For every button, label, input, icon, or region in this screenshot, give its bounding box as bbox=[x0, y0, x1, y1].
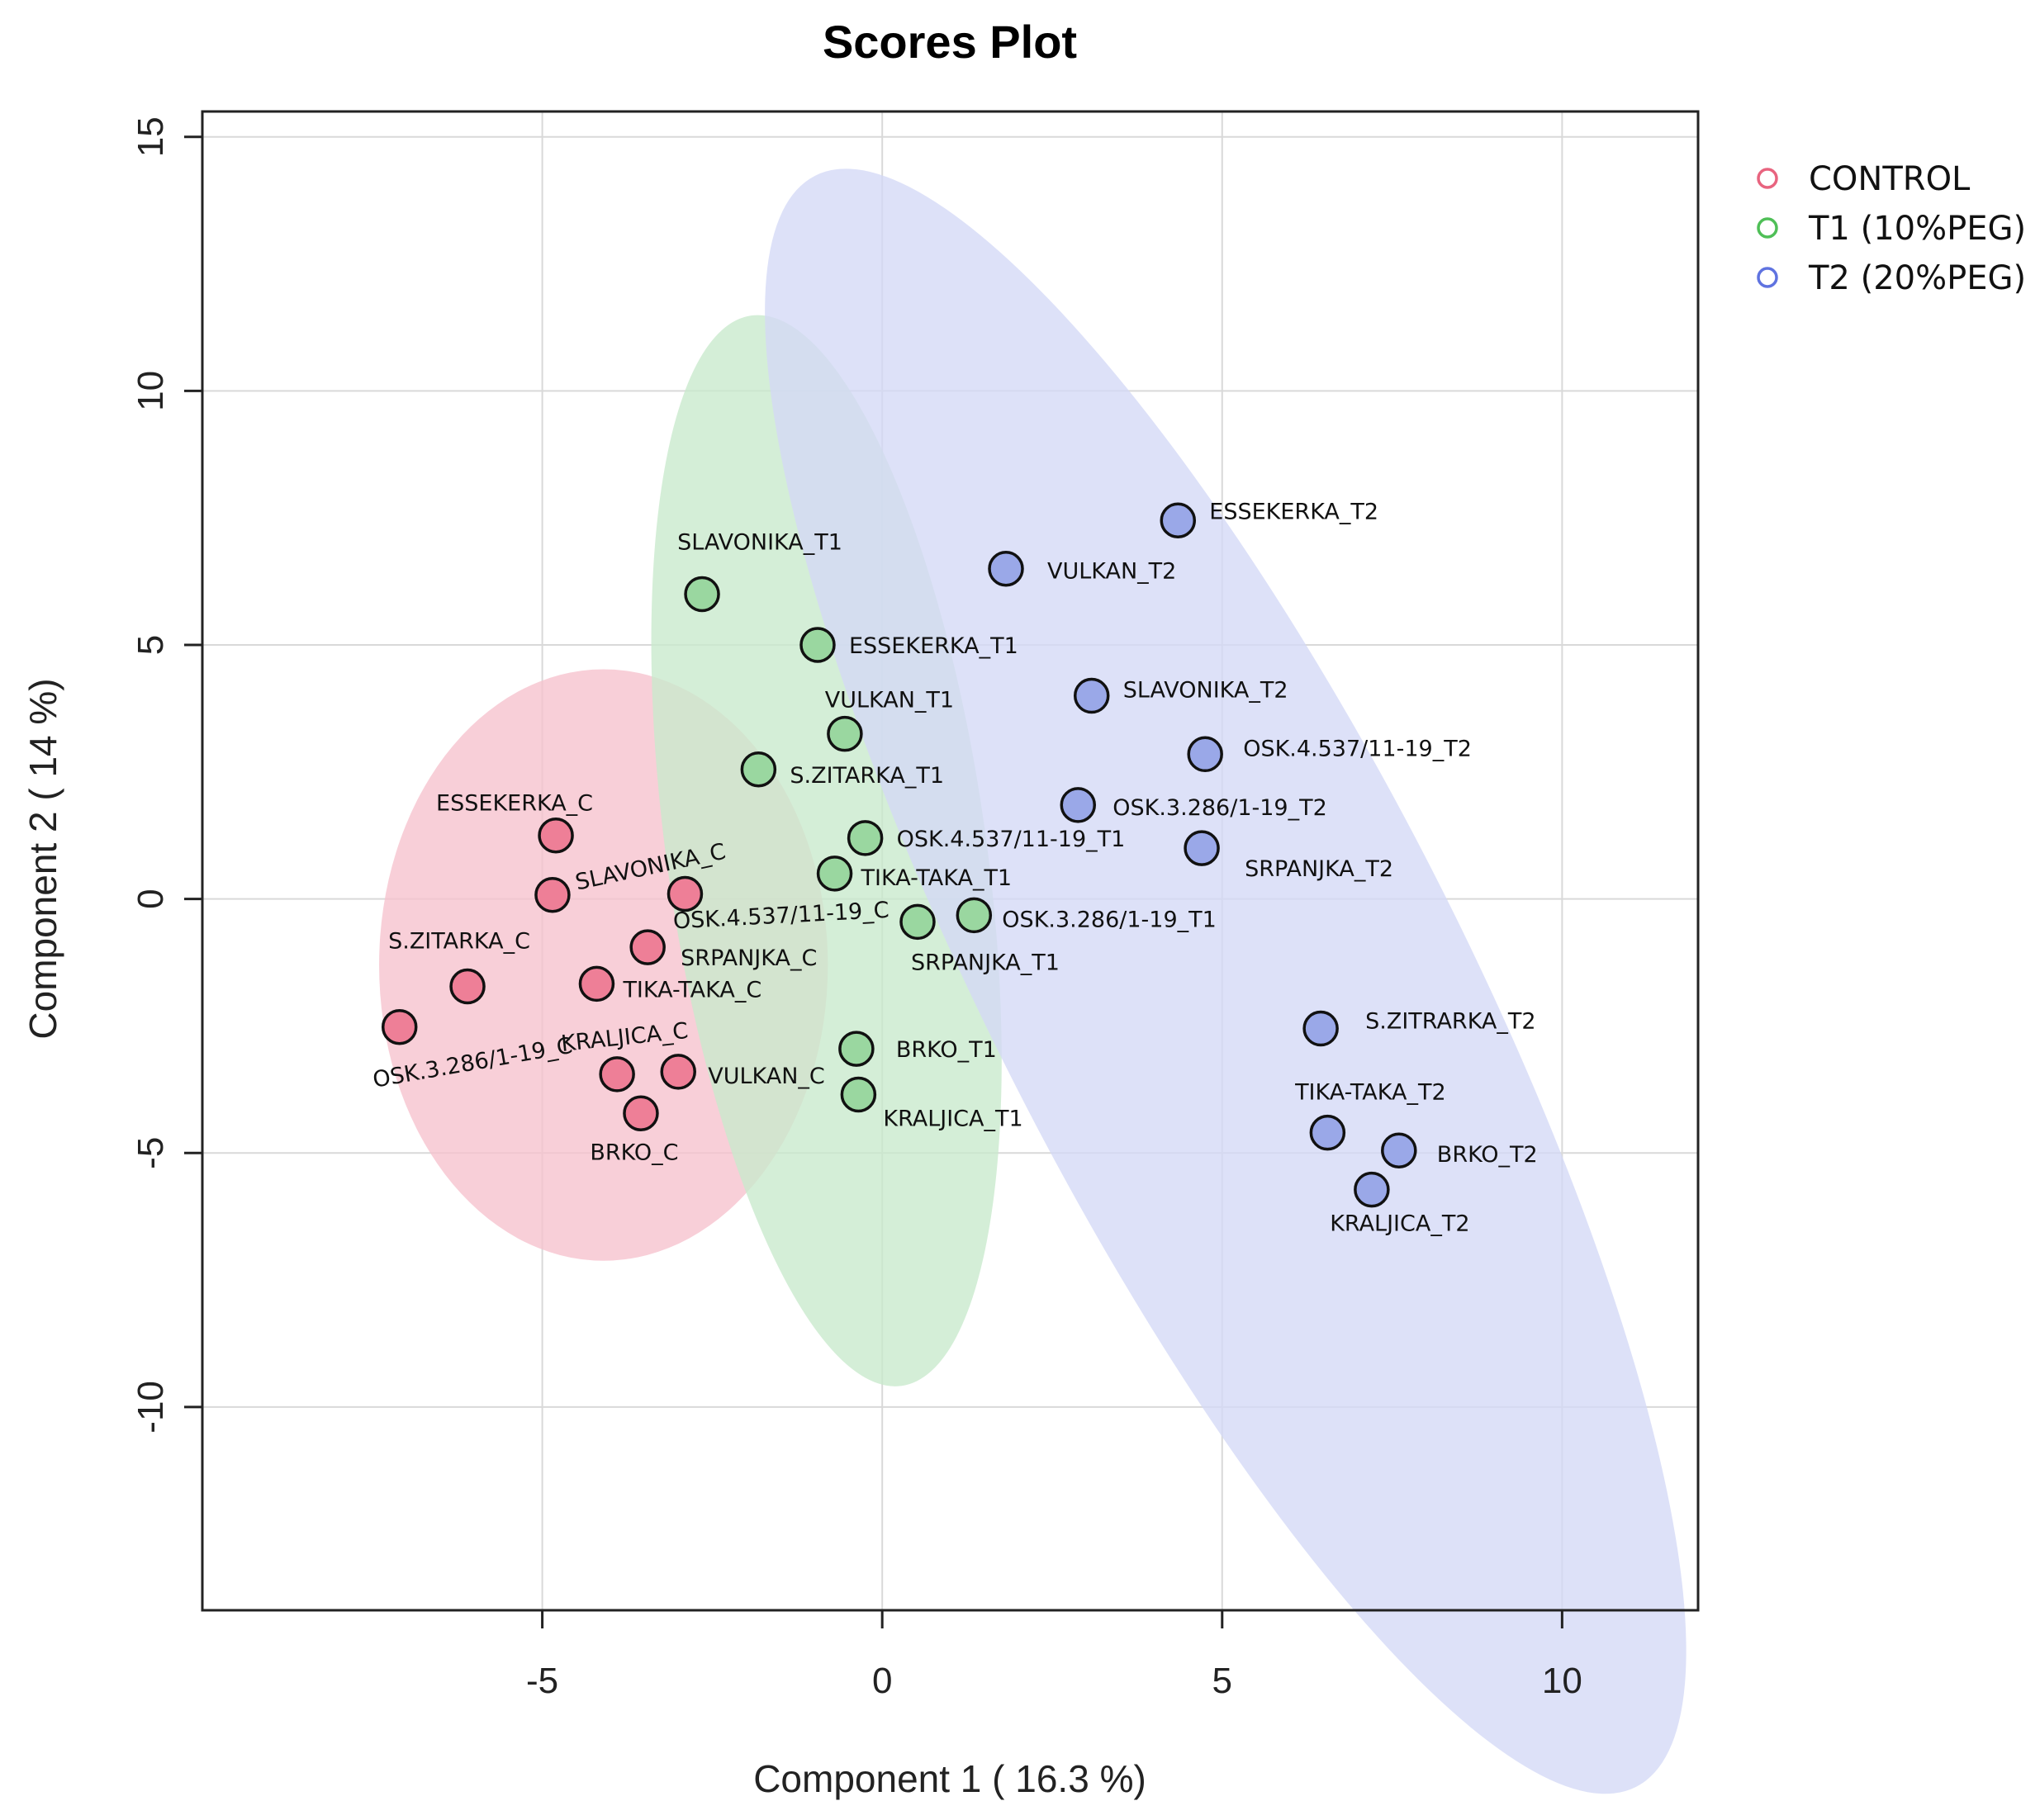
x-tick-label: 0 bbox=[872, 1661, 892, 1701]
point-label: SLAVONIKA_T2 bbox=[1123, 678, 1288, 704]
point-label: OSK.4.537/11-19_T2 bbox=[1243, 736, 1472, 761]
point-slavonika_c bbox=[667, 875, 704, 912]
x-axis-ticks: -5 0 5 10 bbox=[526, 1610, 1582, 1701]
point-essekerka_c bbox=[538, 817, 574, 854]
legend: CONTROL T1 (10%PEG) T2 (20%PEG) bbox=[1757, 160, 2026, 297]
point-tika-taka_c bbox=[578, 965, 615, 1002]
legend-label: T2 (20%PEG) bbox=[1808, 259, 2026, 297]
point-tika-taka_t1 bbox=[816, 855, 853, 892]
point-label: SRPANJKA_T1 bbox=[911, 950, 1060, 975]
legend-marker-icon bbox=[1757, 267, 1778, 288]
point-kraljica_c bbox=[599, 1056, 635, 1092]
y-tick-label: -10 bbox=[130, 1381, 171, 1434]
point-label: SLAVONIKA_T1 bbox=[677, 529, 842, 555]
point-label: S.ZITARKA_T1 bbox=[790, 763, 944, 789]
point-label: OSK.3.286/1-19_T2 bbox=[1113, 795, 1327, 821]
point-label: ESSEKERKA_C bbox=[436, 791, 593, 817]
point-brko_t1 bbox=[838, 1031, 875, 1067]
point-srpanjka_t2 bbox=[1184, 830, 1220, 866]
point-osk.3.286/1-19_t1 bbox=[956, 897, 993, 934]
point-label: TIKA-TAKA_T1 bbox=[861, 865, 1013, 891]
point-s.zitrarka_t2 bbox=[1302, 1010, 1339, 1047]
point-label: KRALJICA_T2 bbox=[1330, 1211, 1469, 1237]
point-osk.3.286/1-19_t2 bbox=[1060, 787, 1097, 823]
point-s.zitarka_t1 bbox=[740, 751, 777, 788]
point-label: OSK.4.537/11-19_T1 bbox=[897, 827, 1126, 852]
point-brko_c bbox=[623, 1095, 659, 1132]
point-vulkan_c bbox=[660, 1054, 696, 1090]
x-tick-label: 10 bbox=[1542, 1661, 1582, 1701]
legend-label: T1 (10%PEG) bbox=[1808, 210, 2026, 248]
point-kraljica_t1 bbox=[840, 1076, 877, 1113]
x-tick-label: -5 bbox=[526, 1661, 558, 1701]
point-srpanjka_c bbox=[629, 929, 666, 965]
point-label: S.ZITARKA_C bbox=[388, 928, 530, 954]
data-points bbox=[381, 502, 1417, 1208]
point-label: VULKAN_T1 bbox=[825, 688, 954, 713]
point-label: KRALJICA_T1 bbox=[883, 1107, 1022, 1132]
point-osk.3.286/1-19_c bbox=[381, 1008, 418, 1045]
point-label: ESSEKERKA_T2 bbox=[1209, 499, 1378, 524]
y-tick-label: 10 bbox=[130, 371, 171, 411]
point-label: BRKO_C bbox=[590, 1140, 678, 1165]
point-srpanjka_t1 bbox=[899, 903, 936, 941]
point-slavonika_t2 bbox=[1073, 677, 1110, 714]
point-vulkan_t2 bbox=[988, 550, 1024, 587]
y-tick-label: 0 bbox=[130, 889, 171, 908]
y-tick-label: 5 bbox=[130, 635, 171, 655]
point-label: TIKA-TAKA_C bbox=[622, 977, 761, 1002]
point-label: BRKO_T1 bbox=[896, 1037, 997, 1063]
legend-marker-icon bbox=[1757, 168, 1778, 189]
y-axis-title: Component 2 ( 14 %) bbox=[21, 678, 64, 1039]
legend-marker-icon bbox=[1757, 217, 1778, 239]
point-tika-taka_t2 bbox=[1309, 1114, 1346, 1151]
y-axis-ticks: 15 10 5 0 -5 -10 bbox=[130, 116, 202, 1434]
point-label: S.ZITRARKA_T2 bbox=[1365, 1009, 1535, 1035]
chart-title: Scores Plot bbox=[823, 16, 1077, 68]
point-essekerka_t1 bbox=[799, 627, 836, 663]
point-label: SRPANJKA_C bbox=[681, 946, 817, 971]
point-osk.4.537/11-19_t2 bbox=[1187, 736, 1223, 773]
point-kraljica_t2 bbox=[1354, 1171, 1390, 1208]
point-essekerka_t2 bbox=[1160, 502, 1197, 539]
point-label: TIKA-TAKA_T2 bbox=[1294, 1080, 1446, 1106]
point-brko_t2 bbox=[1381, 1132, 1417, 1168]
x-axis-title: Component 1 ( 16.3 %) bbox=[753, 1757, 1146, 1800]
plot-frame bbox=[201, 110, 1700, 1612]
point-label: BRKO_T2 bbox=[1437, 1142, 1538, 1168]
point-slavonika_t1 bbox=[684, 576, 720, 613]
y-tick-label: -5 bbox=[130, 1137, 171, 1169]
point-vulkan_t1 bbox=[827, 715, 863, 752]
point-label: SRPANJKA_T2 bbox=[1245, 856, 1393, 882]
x-tick-label: 5 bbox=[1212, 1661, 1232, 1701]
point-s.zitarka_c bbox=[449, 968, 486, 1005]
point-label: VULKAN_T2 bbox=[1047, 559, 1176, 585]
point-label: VULKAN_C bbox=[708, 1064, 825, 1089]
y-tick-label: 15 bbox=[130, 116, 171, 157]
point-label: ESSEKERKA_T1 bbox=[849, 633, 1018, 659]
point-osk.4.537/11-19_t1 bbox=[847, 820, 884, 856]
point-label: OSK.3.286/1-19_T1 bbox=[1002, 907, 1217, 932]
legend-label: CONTROL bbox=[1809, 160, 1971, 198]
point-slavonika_c bbox=[534, 876, 571, 913]
